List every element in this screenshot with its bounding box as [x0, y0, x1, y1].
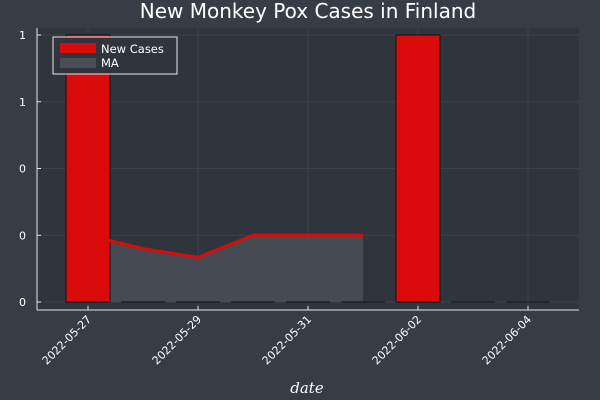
ma-series-line — [87, 233, 363, 259]
axes — [36, 28, 579, 311]
y-tick-labels: 0 0 0 1 1 — [19, 29, 26, 309]
y-tick-label: 0 — [19, 163, 26, 176]
bar-new-cases — [395, 34, 441, 303]
y-tick-label: 0 — [19, 296, 26, 309]
y-tick-label: 0 — [19, 229, 26, 242]
ma-line — [87, 233, 363, 259]
legend-label-new-cases: New Cases — [101, 42, 164, 56]
bars — [65, 34, 550, 303]
legend-swatch-new-cases — [60, 43, 96, 53]
y-tick-label: 1 — [19, 96, 26, 109]
chart-title: New Monkey Pox Cases in Finland — [140, 0, 476, 23]
legend: New Cases MA — [52, 36, 178, 75]
x-axis-label: date — [290, 379, 324, 397]
legend-label-ma: MA — [101, 56, 119, 70]
bar-new-cases — [65, 34, 111, 303]
y-tick-label: 1 — [19, 29, 26, 42]
legend-swatch-ma — [60, 58, 96, 68]
